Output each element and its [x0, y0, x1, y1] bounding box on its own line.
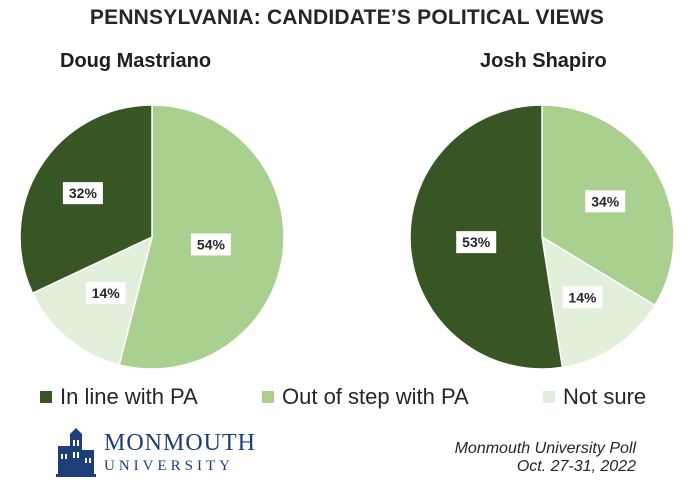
- source-line-2: Oct. 27-31, 2022: [516, 458, 636, 475]
- data-label-shapiro-not-sure: 14%: [568, 289, 597, 305]
- legend-swatch-out-of-step: [262, 391, 274, 403]
- logo-text-monmouth: MONMOUTH: [104, 430, 256, 456]
- data-label-bg-mastriano-not-sure: [85, 281, 126, 304]
- legend-label-out-of-step: Out of step with PA: [282, 384, 469, 409]
- chart-title-shapiro: Josh Shapiro: [480, 50, 607, 72]
- source-line-1: Monmouth University Poll: [454, 440, 636, 457]
- source-note: Monmouth University Poll Oct. 27-31, 202…: [455, 440, 636, 476]
- data-label-mastriano-out-of-step: 54%: [197, 236, 226, 252]
- legend-item-out-of-step: Out of step with PA: [262, 384, 469, 410]
- data-label-bg-mastriano-in-line: [62, 182, 103, 205]
- data-label-shapiro-in-line: 53%: [462, 234, 491, 250]
- legend-item-not-sure: Not sure: [543, 384, 646, 410]
- data-label-mastriano-in-line: 32%: [69, 185, 98, 201]
- legend: In line with PA Out of step with PA Not …: [0, 384, 694, 414]
- legend-label-not-sure: Not sure: [563, 384, 647, 409]
- legend-item-in-line: In line with PA: [40, 384, 198, 410]
- legend-swatch-in-line: [40, 391, 52, 403]
- legend-label-in-line: In line with PA: [60, 384, 198, 409]
- chart-title-mastriano: Doug Mastriano: [60, 50, 212, 72]
- data-label-bg-shapiro-out-of-step: [585, 190, 626, 213]
- data-label-shapiro-out-of-step: 34%: [591, 193, 620, 209]
- legend-swatch-not-sure: [543, 391, 555, 403]
- monmouth-logo: MONMOUTH UNIVERSITY: [56, 424, 256, 480]
- building-icon: [56, 428, 96, 477]
- data-label-bg-mastriano-out-of-step: [190, 233, 231, 256]
- data-label-bg-shapiro-in-line: [456, 231, 497, 254]
- data-label-bg-shapiro-not-sure: [562, 286, 603, 309]
- data-label-mastriano-not-sure: 14%: [92, 285, 121, 301]
- page-title: PENNSYLVANIA: CANDIDATE’S POLITICAL VIEW…: [89, 6, 605, 29]
- logo-text-university: UNIVERSITY: [104, 458, 234, 474]
